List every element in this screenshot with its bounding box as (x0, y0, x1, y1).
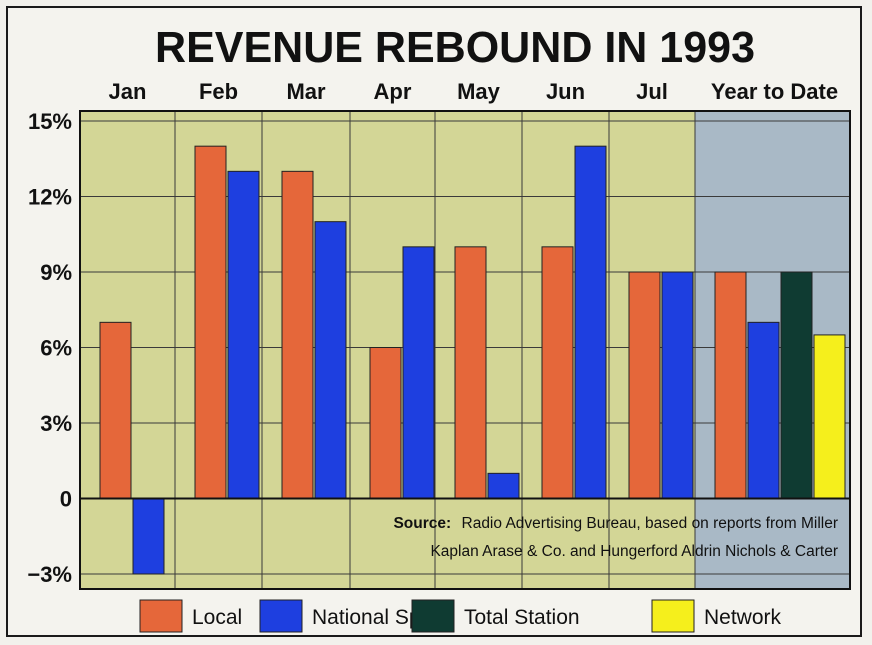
legend-swatch (139, 599, 183, 633)
legend-swatch (259, 599, 303, 633)
bar-national-spot-apr (402, 246, 435, 499)
source-label: Source: (393, 515, 451, 532)
source-line-1: Radio Advertising Bureau, based on repor… (462, 515, 839, 532)
legend-swatch (651, 599, 695, 633)
y-axis-ticks: 15% 12% 9% 6% 3% 0 −3% (27, 109, 72, 587)
legend-label: National Spot (312, 606, 438, 629)
bars (99, 145, 846, 575)
category-label: Apr (374, 79, 412, 104)
bar-local-apr (369, 347, 402, 499)
category-label: Feb (199, 79, 238, 104)
chart-title: REVENUE REBOUND IN 1993 (155, 23, 755, 72)
category-label: Jun (546, 79, 585, 104)
bar-national-spot-feb (227, 170, 260, 499)
bar-national-spot-may (487, 472, 520, 500)
legend-label: Local (192, 606, 242, 629)
bar-local-may (454, 246, 487, 499)
bar-national-spot-mar (314, 221, 347, 500)
legend-label: Total Station (464, 606, 580, 629)
bar-local-jan (99, 321, 132, 500)
bar-network-year-to-date (813, 334, 846, 499)
category-label: May (457, 79, 501, 104)
bar-local-jun (541, 246, 574, 499)
bar-local-jul (628, 271, 661, 499)
bar-national-spot-jun (574, 145, 607, 500)
y-tick-label: 6% (40, 336, 72, 361)
category-label: Jul (636, 79, 668, 104)
category-label: Jan (109, 79, 147, 104)
category-label: Mar (286, 79, 326, 104)
bar-local-mar (281, 170, 314, 499)
bar-total-station-year-to-date (780, 271, 813, 499)
y-tick-label: 9% (40, 260, 72, 285)
legend-item-national-spot: National Spot (259, 599, 438, 633)
legend-item-network: Network (651, 599, 782, 633)
bar-local-year-to-date (714, 271, 747, 499)
y-tick-label: 12% (28, 185, 72, 210)
legend-label: Network (704, 606, 782, 629)
bar-national-spot-jul (661, 271, 694, 499)
plot-border (79, 110, 851, 590)
svg-text:Source: Radio Advertisin: Source: Radio Advertising Bureau, based … (393, 515, 838, 532)
bar-local-feb (194, 145, 227, 500)
y-tick-label: 0 (60, 487, 72, 512)
bar-national-spot-year-to-date (747, 321, 780, 500)
bar-national-spot-jan (132, 498, 165, 575)
month-labels: Jan Feb Mar Apr May Jun Jul Year to Date (109, 79, 839, 104)
source-note: Source: Radio Advertising Bureau, based … (393, 515, 838, 560)
category-label: Year to Date (711, 79, 838, 104)
legend-item-total-station: Total Station (411, 599, 580, 633)
y-tick-label: −3% (27, 562, 72, 587)
legend-item-local: Local (139, 599, 242, 633)
source-line-2: Kaplan Arase & Co. and Hungerford Aldrin… (430, 543, 838, 560)
legend-swatch (411, 599, 455, 633)
y-tick-label: 3% (40, 411, 72, 436)
legend: Local National Spot Total Station Network (139, 599, 782, 633)
y-tick-label: 15% (28, 109, 72, 134)
